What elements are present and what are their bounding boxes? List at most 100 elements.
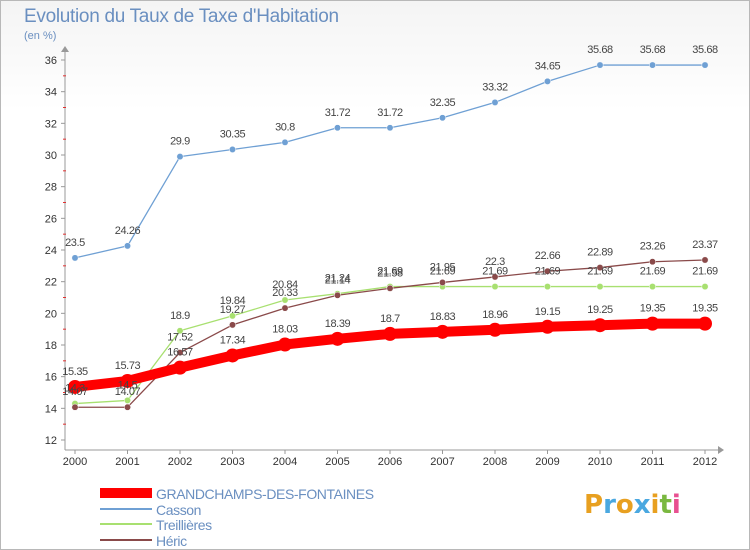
data-label-3: 19.27 xyxy=(220,304,246,316)
data-label-2: 21.24 xyxy=(325,273,351,285)
y-tick-label: 12 xyxy=(45,435,57,447)
data-label-0: 16.57 xyxy=(167,347,193,359)
data-label-0: 15.35 xyxy=(62,366,88,378)
data-point-3 xyxy=(701,256,709,264)
series-line-1 xyxy=(74,64,706,259)
data-label-0: 15.73 xyxy=(115,360,141,372)
data-label-1: 35.68 xyxy=(692,44,718,56)
data-label-2: 21.69 xyxy=(640,266,666,278)
data-label-0: 18.03 xyxy=(272,324,298,336)
data-point-0 xyxy=(435,324,450,339)
y-tick-label: 32 xyxy=(45,118,57,130)
data-point-3 xyxy=(596,264,604,272)
data-point-0 xyxy=(698,316,712,331)
data-point-3 xyxy=(386,284,394,292)
proxiti-logo: Proxiti xyxy=(584,490,681,520)
data-label-2: 21.69 xyxy=(377,266,403,278)
data-point-2 xyxy=(491,283,499,291)
logo-letter: i xyxy=(671,490,681,520)
x-tick-label: 2008 xyxy=(483,456,507,468)
data-point-1 xyxy=(439,114,446,122)
data-point-3 xyxy=(544,267,551,275)
logo-letter: o xyxy=(615,490,634,520)
data-label-2: 19.84 xyxy=(220,295,246,307)
data-point-1 xyxy=(334,124,341,132)
data-label-2: 21.69 xyxy=(482,266,508,278)
data-point-0 xyxy=(68,379,82,394)
data-point-1 xyxy=(596,61,604,69)
x-tick-label: 2011 xyxy=(641,456,665,468)
x-tick-label: 2004 xyxy=(273,456,297,468)
data-label-0: 18.83 xyxy=(430,311,456,323)
data-label-3: 22.89 xyxy=(587,247,613,259)
data-point-0 xyxy=(120,373,135,388)
data-point-0 xyxy=(173,360,187,375)
data-label-3: 14.07 xyxy=(115,386,141,398)
y-tick-label: 14 xyxy=(45,403,57,415)
y-tick-label: 16 xyxy=(45,372,57,384)
data-label-2: 21.69 xyxy=(535,266,561,278)
data-point-1 xyxy=(281,138,289,146)
x-tick-label: 2005 xyxy=(325,456,349,468)
y-tick-label: 36 xyxy=(45,55,57,67)
legend-swatch xyxy=(100,488,152,498)
legend-label: GRANDCHAMPS-DES-FONTAINES xyxy=(156,486,374,502)
data-label-2: 14.3 xyxy=(65,383,85,395)
data-point-0 xyxy=(593,318,607,333)
data-label-0: 19.35 xyxy=(692,303,718,315)
data-label-0: 19.15 xyxy=(535,306,561,318)
x-tick-label: 2003 xyxy=(220,456,244,468)
data-point-0 xyxy=(488,322,502,337)
y-tick-label: 22 xyxy=(45,277,57,289)
data-point-0 xyxy=(383,326,397,341)
data-label-3: 21.58 xyxy=(377,267,403,279)
data-label-2: 20.84 xyxy=(272,279,298,291)
data-point-0 xyxy=(645,316,660,331)
data-label-1: 33.32 xyxy=(482,81,508,93)
data-label-1: 30.8 xyxy=(275,121,295,133)
data-point-3 xyxy=(176,349,184,357)
data-label-1: 32.35 xyxy=(430,97,456,109)
data-point-0 xyxy=(225,348,240,363)
data-label-1: 34.65 xyxy=(535,60,561,72)
legend-label: Treillières xyxy=(156,517,212,533)
x-axis-arrow xyxy=(718,446,724,454)
x-tick-label: 2000 xyxy=(63,456,87,468)
data-label-2: 14.5 xyxy=(118,379,138,391)
y-axis-arrow xyxy=(61,46,69,52)
logo-letter: x xyxy=(633,490,651,520)
data-point-3 xyxy=(229,321,236,329)
chart-subtitle: (en %) xyxy=(24,30,57,42)
data-label-0: 19.25 xyxy=(587,304,613,316)
y-tick-label: 34 xyxy=(45,87,57,99)
logo-letter: P xyxy=(584,490,604,520)
x-tick-label: 2009 xyxy=(535,456,559,468)
y-tick-label: 28 xyxy=(45,182,57,194)
x-tick-label: 2010 xyxy=(588,456,612,468)
data-label-1: 31.72 xyxy=(325,107,351,119)
data-label-3: 22.66 xyxy=(535,250,561,262)
legend-swatch xyxy=(100,507,152,510)
data-point-2 xyxy=(649,283,656,291)
data-label-1: 29.9 xyxy=(170,136,190,148)
data-point-1 xyxy=(544,77,551,85)
data-label-1: 31.72 xyxy=(377,107,403,119)
y-tick-label: 30 xyxy=(45,150,57,162)
y-tick-label: 26 xyxy=(45,213,57,225)
data-point-2 xyxy=(701,283,709,291)
data-point-1 xyxy=(386,124,394,132)
data-label-2: 18.9 xyxy=(170,310,190,322)
data-label-1: 35.68 xyxy=(587,44,613,56)
data-point-2 xyxy=(124,396,131,404)
data-point-1 xyxy=(176,153,184,161)
data-point-0 xyxy=(540,319,555,334)
data-label-0: 19.35 xyxy=(640,303,666,315)
x-tick-label: 2012 xyxy=(693,456,717,468)
data-label-2: 21.69 xyxy=(430,266,456,278)
data-point-2 xyxy=(176,327,184,335)
data-point-3 xyxy=(281,304,289,312)
data-point-3 xyxy=(649,258,656,266)
data-label-1: 35.68 xyxy=(640,44,666,56)
